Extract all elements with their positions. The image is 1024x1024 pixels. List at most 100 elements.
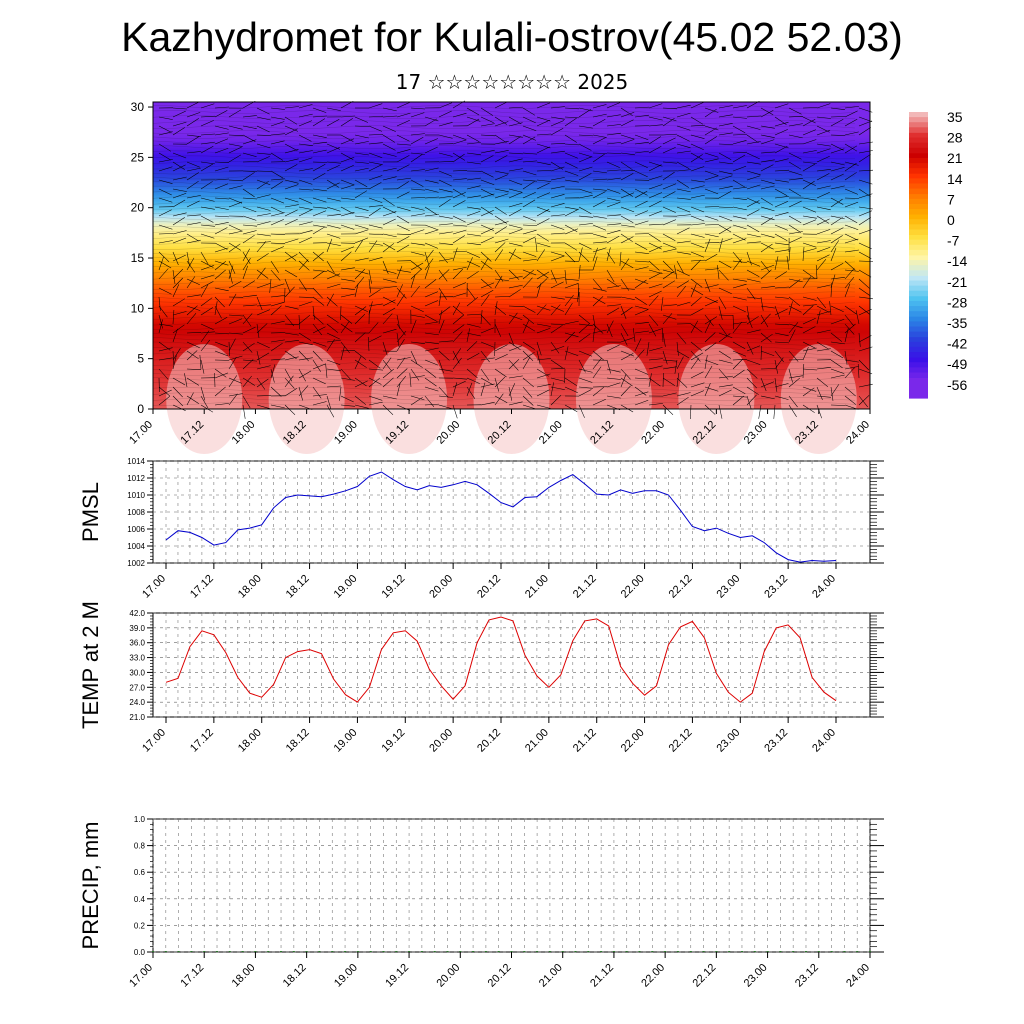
- wind-barb: [270, 206, 284, 214]
- precip-bar: [587, 951, 590, 952]
- wind-barb: [550, 367, 566, 370]
- wind-barb: [410, 319, 417, 334]
- wind-barb: [438, 179, 452, 187]
- contour-line: [152, 236, 856, 240]
- wind-barb: [606, 214, 621, 217]
- wind-barb: [844, 233, 858, 241]
- wind-barb: [592, 256, 598, 271]
- wind-barb: [410, 269, 422, 280]
- wind-barb: [452, 357, 462, 370]
- wind-barb: [816, 296, 827, 309]
- wind-barb: [858, 217, 871, 226]
- wind-barb: [284, 143, 298, 151]
- warm-lobe: [575, 344, 652, 454]
- wind-barb: [480, 116, 494, 124]
- colorbar-swatch: [909, 377, 928, 399]
- wind-barb: [466, 177, 481, 181]
- precip-bar: [574, 951, 577, 952]
- x-tick-label: 17.00: [140, 727, 168, 755]
- wind-barb: [816, 148, 831, 154]
- wind-barb: [438, 404, 453, 410]
- wind-barb: [816, 173, 830, 181]
- wind-barb: [788, 395, 798, 408]
- wind-barb: [284, 278, 291, 293]
- wind-barb: [746, 377, 757, 389]
- wind-barb: [214, 132, 229, 136]
- wind-barb: [718, 332, 733, 338]
- wind-barb: [732, 321, 742, 334]
- wind-barb: [326, 395, 332, 410]
- wind-barb: [424, 279, 437, 289]
- wind-barb: [284, 377, 295, 389]
- wind-barb: [326, 182, 340, 190]
- wind-barb: [746, 359, 761, 365]
- wind-barb: [816, 367, 831, 370]
- wind-barb: [452, 192, 466, 199]
- wind-barb: [158, 179, 173, 184]
- wind-barb: [760, 185, 775, 190]
- wind-barb: [858, 305, 871, 315]
- wind-barb: [184, 373, 188, 388]
- wind-barb: [646, 341, 650, 356]
- colorbar-label: 28: [947, 130, 963, 146]
- contour-line: [152, 155, 856, 160]
- contour-line: [152, 251, 856, 255]
- wind-barb: [592, 314, 596, 329]
- wind-barb: [634, 188, 648, 196]
- wind-barb: [830, 305, 844, 313]
- wind-barb: [564, 209, 578, 217]
- wind-barb: [704, 320, 712, 334]
- wind-barb: [270, 140, 285, 145]
- contour-line: [152, 286, 856, 291]
- wind-barb: [228, 134, 244, 136]
- wind-barb: [732, 369, 745, 379]
- wind-barb: [256, 143, 271, 149]
- wind-barb: [396, 357, 406, 370]
- wind-barb: [438, 231, 453, 235]
- wind-barb: [480, 401, 495, 406]
- wind-barb: [508, 345, 523, 352]
- wind-barb: [830, 368, 845, 374]
- wind-barb: [816, 229, 831, 235]
- wind-barb: [396, 233, 412, 235]
- wind-barb: [802, 163, 816, 172]
- wind-barb: [858, 332, 861, 347]
- x-tick-label: 19.12: [379, 727, 407, 755]
- wind-barb: [676, 301, 691, 307]
- wind-barb: [788, 161, 802, 170]
- wind-barb: [382, 211, 397, 217]
- wind-barb: [550, 120, 565, 127]
- wind-barb: [508, 158, 523, 163]
- wind-barb: [214, 301, 218, 316]
- wind-barb: [592, 113, 607, 118]
- wind-barb: [228, 179, 244, 182]
- wind-barb: [326, 296, 338, 307]
- wind-barb: [228, 393, 238, 406]
- wind-barb: [704, 233, 719, 238]
- wind-barb: [718, 375, 733, 379]
- contour-line: [152, 200, 856, 205]
- y-tick-label: 0.0: [134, 948, 146, 957]
- wind-barb: [732, 278, 747, 282]
- wind-barb: [774, 169, 790, 172]
- wind-barb: [802, 197, 817, 201]
- wind-barb: [242, 258, 251, 271]
- wind-barb: [760, 269, 772, 280]
- wind-barb: [717, 265, 720, 280]
- wind-barb: [382, 350, 398, 352]
- wind-barb: [802, 363, 805, 379]
- wind-barb: [312, 326, 326, 334]
- contour-line: [152, 130, 856, 135]
- wind-barb: [466, 251, 481, 258]
- wind-barb: [242, 170, 258, 172]
- wind-barb: [536, 208, 550, 217]
- wind-barb: [256, 377, 266, 390]
- wind-barb: [214, 269, 226, 280]
- wind-barb: [774, 212, 789, 217]
- wind-barb: [340, 314, 353, 324]
- wind-barb: [564, 331, 575, 343]
- wind-barb: [172, 127, 185, 136]
- wind-barb: [158, 256, 164, 271]
- wind-barb: [578, 264, 581, 280]
- precip-bar: [331, 951, 334, 952]
